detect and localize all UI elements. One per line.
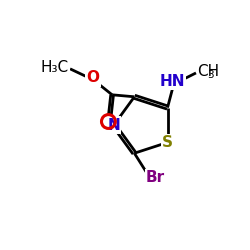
Text: 3: 3 bbox=[207, 70, 214, 80]
Text: H₃C: H₃C bbox=[41, 60, 69, 75]
Text: O: O bbox=[86, 70, 99, 86]
Text: Br: Br bbox=[146, 170, 165, 186]
Text: CH: CH bbox=[197, 64, 219, 79]
Text: N: N bbox=[108, 118, 120, 132]
Text: HN: HN bbox=[160, 74, 185, 88]
Text: S: S bbox=[162, 135, 173, 150]
